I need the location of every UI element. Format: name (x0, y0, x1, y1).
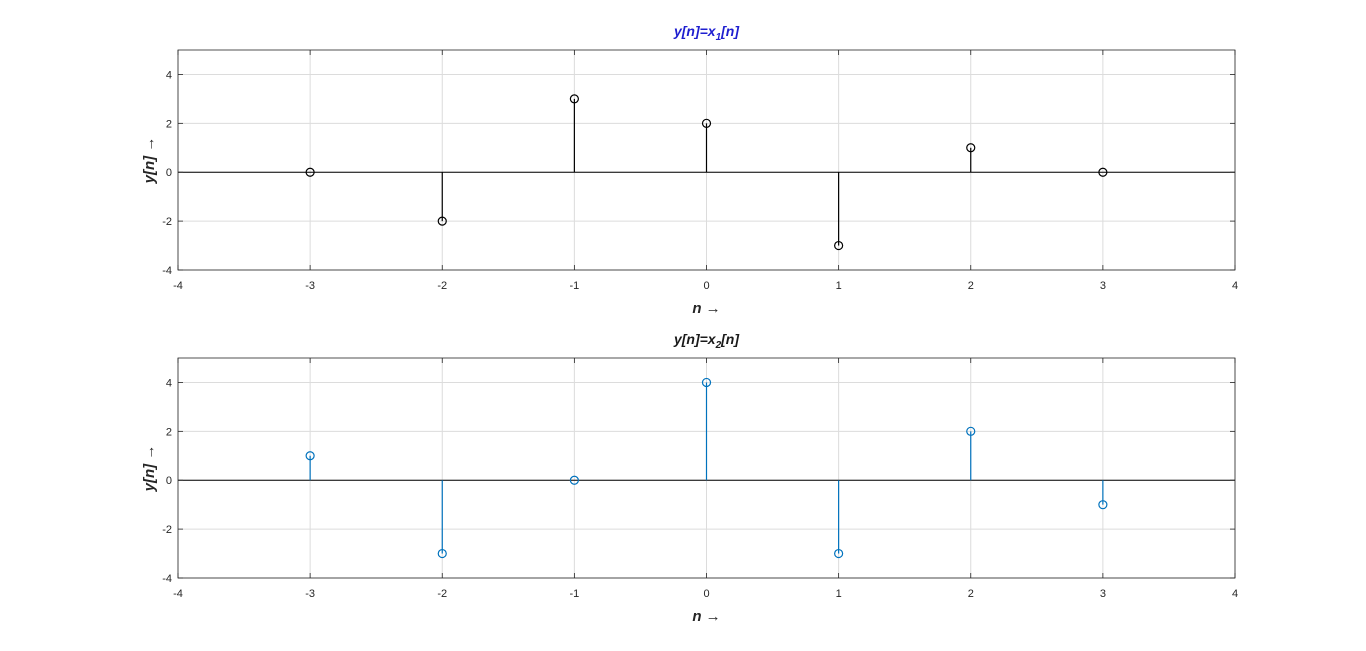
x-tick-label: 1 (836, 280, 842, 292)
stem-marker (437, 548, 447, 559)
x-tick-label: 4 (1232, 588, 1238, 600)
y-tick-label: 4 (166, 377, 172, 389)
stem-marker (834, 548, 844, 559)
stem-marker (1098, 500, 1108, 510)
x-tick-label: -4 (173, 280, 183, 292)
x-axis-label: n → (692, 300, 720, 317)
y-tick-label: -2 (162, 524, 172, 536)
y-tick-label: 2 (166, 426, 172, 438)
x-tick-label: -1 (569, 588, 579, 600)
y-tick-label: 0 (166, 167, 172, 179)
x-axis-label: n → (692, 608, 720, 625)
stem-marker (305, 167, 315, 177)
stem-marker (701, 118, 712, 128)
y-axis-label: y[n] → (141, 137, 158, 185)
stem-marker (966, 426, 976, 436)
x-tick-label: -3 (305, 280, 315, 292)
x-tick-label: 4 (1232, 280, 1238, 292)
y-tick-label: 2 (166, 118, 172, 130)
x-tick-label: 2 (968, 588, 974, 600)
x-tick-label: 3 (1100, 588, 1106, 600)
x-tick-label: -2 (437, 588, 447, 600)
y-tick-label: -4 (162, 573, 172, 585)
stem-marker (437, 216, 447, 226)
y-tick-label: -2 (162, 216, 172, 228)
stem-marker (305, 451, 315, 461)
x-tick-label: -2 (437, 280, 447, 292)
stem-marker (569, 94, 579, 104)
stem-marker (966, 143, 976, 153)
stem-marker (701, 377, 712, 388)
stem-marker (834, 240, 844, 251)
chart-title-top: y[n]=x1[n] (673, 23, 740, 43)
plot-top: -4 -3 -2 -1 0 1 2 3 4 -4 -2 0 2 4 y[n]=x1[n] n → y[n] → (141, 23, 1238, 317)
x-tick-label: 1 (836, 588, 842, 600)
x-tick-label: 2 (968, 280, 974, 292)
x-tick-label: -3 (305, 588, 315, 600)
y-tick-label: 4 (166, 69, 172, 81)
plot-bottom: -4 -3 -2 -1 0 1 2 3 4 -4 -2 0 2 4 y[n]=x2[n] n → y[n] → (141, 331, 1238, 625)
x-tick-label: -1 (569, 280, 579, 292)
chart-title-bottom: y[n]=x2[n] (673, 331, 740, 351)
x-tick-label: 0 (703, 280, 709, 292)
y-tick-label: -4 (162, 265, 172, 277)
stem-marker (1098, 167, 1108, 177)
stem-marker (569, 475, 579, 485)
x-tick-label: 3 (1100, 280, 1106, 292)
x-tick-label: 0 (703, 588, 709, 600)
y-axis-label: y[n] → (141, 445, 158, 493)
x-tick-label: -4 (173, 588, 183, 600)
y-tick-label: 0 (166, 475, 172, 487)
